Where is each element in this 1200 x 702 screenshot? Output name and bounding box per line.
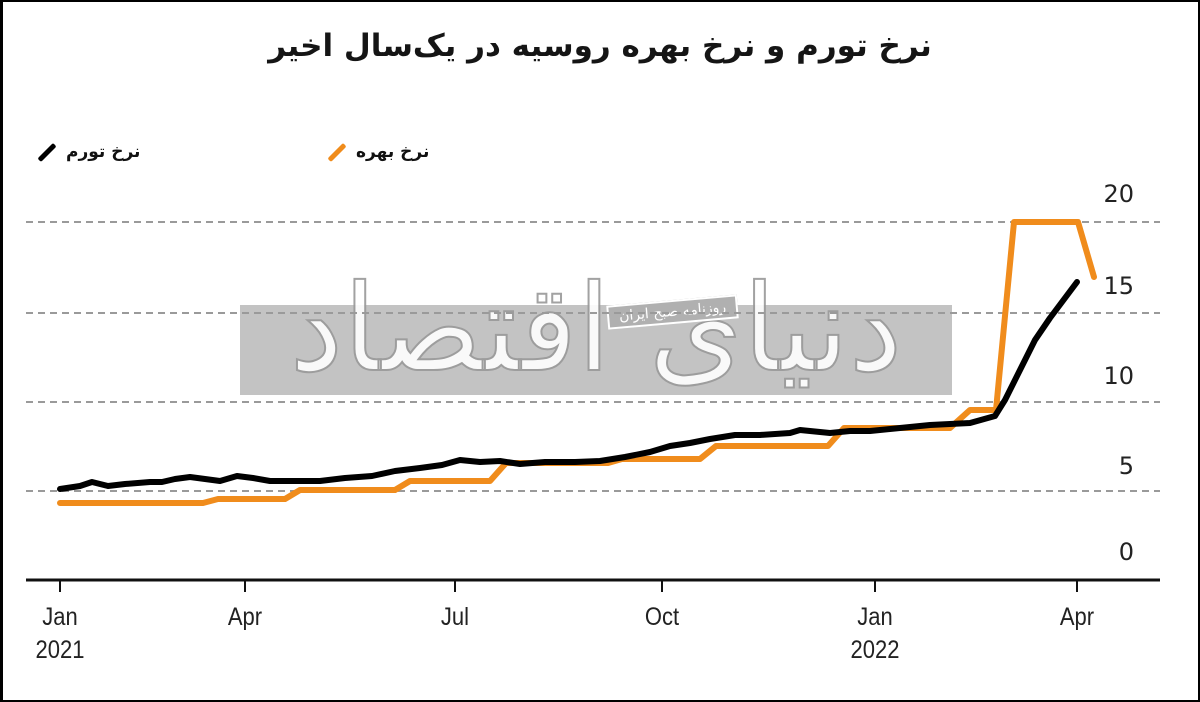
- x-tick-oct-2021: Oct: [644, 603, 680, 631]
- y-tick-15: 15: [1103, 272, 1134, 300]
- legend-inflation: نرخ تورم: [36, 142, 140, 162]
- x-tick-apr-2021: Apr: [227, 603, 263, 631]
- series-inflation-line: [57, 279, 1080, 492]
- y-tick-10: 10: [1103, 362, 1134, 390]
- chart-title: نرخ تورم و نرخ بهره روسیه در یک‌سال اخیر: [268, 28, 932, 64]
- legend-label-key-rate: نرخ بهره: [356, 142, 430, 162]
- x-axis-ticks: [59, 580, 1078, 592]
- legend-label-inflation: نرخ تورم: [66, 142, 141, 162]
- watermark-band: [240, 305, 952, 395]
- y-tick-5: 5: [1118, 452, 1134, 480]
- y-tick-20: 20: [1103, 180, 1134, 208]
- x-tick-apr-2022: Apr: [1059, 603, 1095, 631]
- x-tick-year-2022: 2022: [850, 636, 900, 664]
- x-tick-jul-2021: Jul: [440, 603, 470, 631]
- x-tick-jan-2021: Jan: [42, 603, 78, 631]
- x-tick-year-2021: 2021: [35, 636, 85, 664]
- legend-key-rate: نرخ بهره: [326, 142, 429, 162]
- x-tick-jan-2022: Jan: [857, 603, 893, 631]
- gridlines: [26, 221, 1160, 492]
- y-tick-0: 0: [1118, 538, 1134, 566]
- watermark-logo: دنیای اقتصاد: [289, 259, 903, 400]
